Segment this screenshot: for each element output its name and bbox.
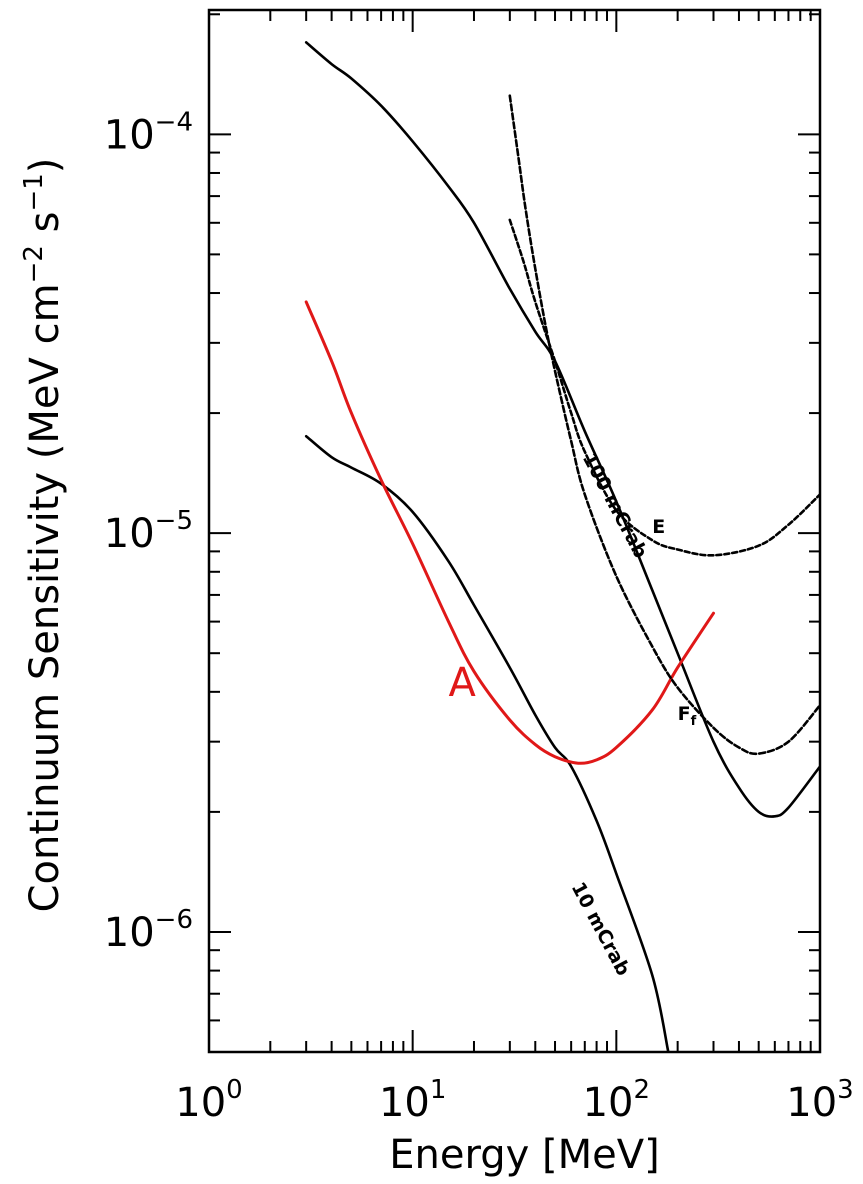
- label-ff-main: F: [678, 703, 691, 725]
- tick-base: 10: [104, 511, 155, 557]
- y-tick-label: 10−4: [104, 107, 193, 158]
- tick-exponent: 2: [634, 1075, 651, 1105]
- y-tick-label: 10−6: [104, 905, 193, 956]
- plot-frame: [207, 8, 822, 1054]
- curve-lower-solid: [304, 434, 670, 1052]
- label-ff: Ff: [678, 703, 697, 729]
- curve-ff: [508, 94, 820, 756]
- curve-a: [304, 300, 715, 765]
- label-e: E: [652, 516, 665, 538]
- tick-exponent: −6: [155, 905, 193, 935]
- curve-e: [508, 218, 820, 557]
- y-axis-label-part: s: [22, 212, 68, 246]
- tick-base: 10: [786, 1080, 837, 1126]
- y-tick-label: 10−5: [104, 506, 193, 557]
- tick-exponent: 1: [430, 1075, 447, 1105]
- tick-base: 10: [175, 1080, 226, 1126]
- curve-upper-solid: [304, 41, 820, 818]
- axis-ticks: [208, 10, 821, 1053]
- y-axis-label-part: Continuum Sensitivity (MeV cm: [22, 283, 68, 912]
- y-axis-label-exponent: −1: [19, 173, 49, 211]
- tick-base: 10: [379, 1080, 430, 1126]
- y-axis-label: Continuum Sensitivity (MeV cm−2 s−1): [19, 158, 68, 913]
- tick-exponent: 3: [837, 1075, 854, 1105]
- x-tick-label: 101: [379, 1075, 446, 1126]
- x-tick-label: 102: [583, 1075, 650, 1126]
- curves: [304, 41, 820, 1052]
- y-axis-label-part: ): [22, 158, 68, 174]
- x-tick-label: 103: [786, 1075, 853, 1126]
- y-axis-label-exponent: −2: [19, 245, 49, 283]
- tick-exponent: −4: [155, 107, 193, 137]
- tick-base: 10: [583, 1080, 634, 1126]
- tick-exponent: 0: [226, 1075, 243, 1105]
- tick-base: 10: [104, 112, 155, 158]
- label-a: A: [449, 660, 477, 706]
- x-tick-label: 100: [175, 1075, 242, 1126]
- tick-base: 10: [104, 910, 155, 956]
- label-ff-sub: f: [691, 714, 697, 729]
- x-axis-label: Energy [MeV]: [389, 1132, 659, 1178]
- tick-exponent: −5: [155, 506, 193, 536]
